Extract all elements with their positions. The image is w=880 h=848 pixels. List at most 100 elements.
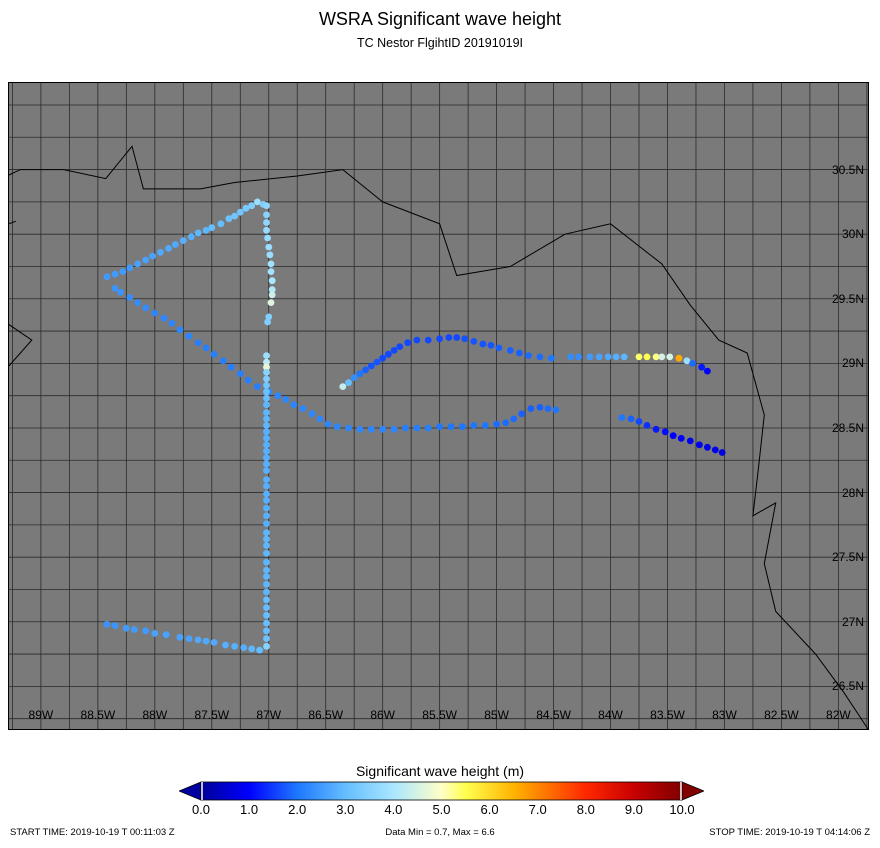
- wave-height-point: [263, 381, 270, 389]
- wave-height-point: [612, 353, 620, 361]
- wave-height-point: [263, 447, 270, 455]
- wave-height-point: [698, 363, 706, 371]
- wave-height-point: [299, 405, 307, 412]
- wave-height-point: [111, 285, 119, 292]
- wave-height-point: [635, 418, 643, 425]
- wave-height-point: [263, 415, 270, 423]
- wave-height-point: [202, 226, 210, 234]
- wave-height-point: [367, 362, 375, 370]
- wave-height-point: [263, 388, 270, 396]
- lon-label: 84.5W: [536, 708, 571, 722]
- chart-title: WSRA Significant wave height: [318, 9, 562, 29]
- wave-height-point: [263, 512, 270, 520]
- wave-height-point: [130, 626, 138, 633]
- lon-label: 88W: [142, 708, 168, 722]
- wave-height-point: [263, 422, 270, 429]
- wave-height-point: [222, 641, 229, 649]
- wave-height-point: [187, 233, 195, 241]
- wave-height-point: [345, 379, 352, 387]
- wave-height-point: [157, 248, 164, 256]
- wave-height-point: [236, 208, 244, 216]
- wave-height-point: [263, 619, 270, 627]
- wave-height-point: [373, 358, 381, 366]
- wave-height-point: [263, 441, 270, 449]
- wave-height-point: [219, 357, 227, 365]
- data-stats: Data Min = 0.7, Max = 6.6: [385, 827, 495, 838]
- chart-subtitle: TC Nestor FlgihtID 20191019I: [356, 36, 524, 50]
- lon-label: 89W: [28, 708, 54, 722]
- wave-height-point: [263, 467, 270, 474]
- wave-height-point: [453, 334, 461, 341]
- wave-height-point: [661, 428, 669, 436]
- colorbar-tick-label: 1.0: [240, 802, 259, 817]
- wave-height-point: [134, 299, 142, 306]
- wave-height-point: [266, 251, 274, 259]
- coastline: [9, 145, 868, 729]
- wave-height-point: [390, 425, 398, 433]
- wave-height-point: [126, 264, 134, 272]
- lat-label: 28N: [841, 485, 864, 500]
- colorbar-gradient: [200, 781, 683, 801]
- wave-height-point: [160, 314, 168, 322]
- wave-height-point: [263, 604, 270, 611]
- wave-height-point: [263, 219, 270, 226]
- colorbar-tick-label: 6.0: [480, 802, 499, 817]
- wave-height-point: [248, 202, 256, 210]
- wave-height-point: [274, 392, 282, 400]
- wave-height-point: [194, 636, 202, 644]
- wave-height-point: [696, 441, 703, 449]
- wave-height-point: [168, 319, 176, 327]
- wave-height-point: [185, 635, 193, 642]
- wave-height-point: [162, 631, 170, 639]
- wave-height-point: [516, 349, 523, 357]
- wave-height-point: [263, 454, 270, 462]
- lon-label: 83.5W: [650, 708, 685, 722]
- lon-label: 86W: [370, 708, 396, 722]
- wave-height-point: [470, 422, 478, 429]
- wave-height-point: [263, 409, 270, 416]
- wave-height-point: [487, 341, 495, 349]
- wave-height-point: [263, 627, 270, 635]
- lon-label: 84W: [598, 708, 623, 722]
- wave-height-point: [356, 425, 364, 433]
- wave-height-point: [711, 446, 719, 454]
- wave-height-point: [111, 622, 119, 629]
- wave-height-point: [620, 353, 628, 361]
- wave-height-point: [316, 415, 324, 423]
- wave-height-point: [119, 268, 127, 275]
- wave-height-point: [263, 352, 270, 359]
- wave-height-point: [103, 620, 111, 628]
- wave-height-point: [308, 410, 316, 418]
- wave-height-point: [333, 423, 341, 431]
- wave-height-point: [263, 580, 270, 588]
- wave-height-point: [268, 291, 276, 299]
- wave-height-points: [103, 198, 726, 654]
- wave-height-point: [142, 627, 150, 635]
- lat-label: 26.5N: [831, 679, 864, 694]
- colorbar-tick-label: 9.0: [624, 802, 643, 817]
- wave-height-point: [396, 343, 404, 350]
- wave-height-point: [149, 252, 156, 260]
- map-panel[interactable]: [8, 82, 869, 730]
- wave-height-point: [263, 558, 270, 566]
- wave-height-point: [263, 226, 270, 234]
- coastline-segment: [9, 324, 33, 367]
- wave-height-point: [231, 212, 239, 220]
- lat-label: 30.5N: [831, 162, 864, 177]
- wave-height-point: [547, 354, 555, 362]
- wave-height-point: [176, 326, 184, 334]
- wave-height-point: [263, 542, 270, 549]
- wave-height-point: [552, 406, 560, 414]
- wave-height-point: [185, 332, 193, 340]
- wave-height-point: [618, 414, 626, 421]
- wave-height-point: [265, 243, 273, 251]
- lat-label: 27N: [841, 614, 864, 629]
- wave-height-point: [506, 347, 514, 354]
- wave-height-point: [268, 277, 276, 285]
- wave-height-point: [217, 220, 225, 228]
- wave-height-point: [263, 490, 270, 498]
- wave-height-point: [210, 639, 218, 646]
- lon-label: 86.5W: [308, 708, 344, 722]
- coastline-segment: [9, 145, 868, 729]
- wave-height-point: [263, 496, 270, 504]
